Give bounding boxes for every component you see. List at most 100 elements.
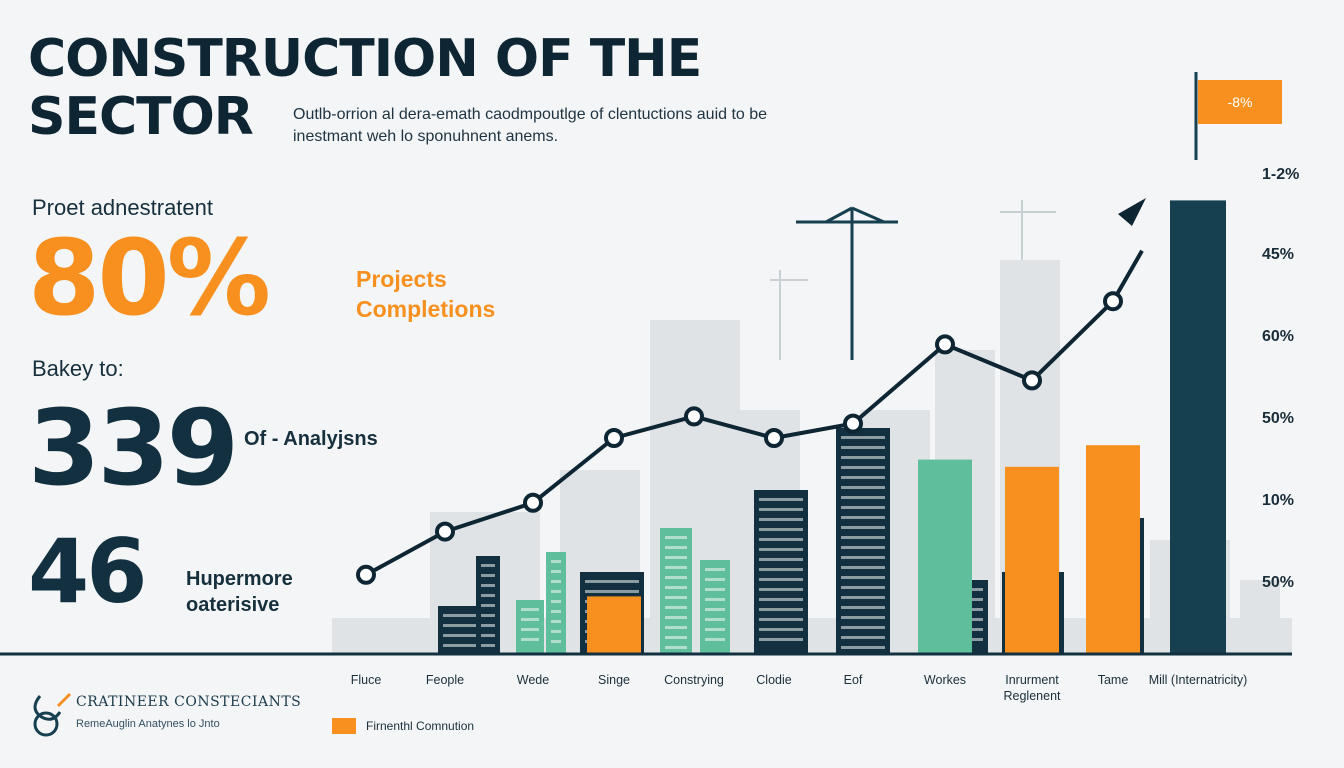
building-window xyxy=(665,626,687,629)
building-window xyxy=(481,584,495,587)
trend-arrow-icon xyxy=(1118,198,1146,226)
building-window xyxy=(481,594,495,597)
building-window xyxy=(841,546,885,549)
building-window xyxy=(841,446,885,449)
building-window xyxy=(841,586,885,589)
building-window xyxy=(521,618,539,621)
building-window xyxy=(551,600,561,603)
flag-rect xyxy=(1198,80,1282,124)
stat-side-1: Projects Completions xyxy=(356,266,496,322)
building-window xyxy=(585,590,639,593)
line-point xyxy=(604,428,624,448)
building-window xyxy=(481,604,495,607)
building-window xyxy=(705,618,725,621)
stat-value-2: 339 xyxy=(28,387,239,509)
bar-singe xyxy=(587,596,641,654)
building-window xyxy=(841,476,885,479)
stat-label-1: Proet adnestratent xyxy=(32,195,214,220)
background-cranes xyxy=(770,200,1056,360)
line-point xyxy=(684,406,704,427)
y-tick-label: 1-2% xyxy=(1262,166,1300,183)
line-point xyxy=(523,492,543,513)
building-window xyxy=(759,498,803,501)
building-window xyxy=(841,626,885,629)
x-category-label: Constrying xyxy=(664,673,724,687)
building-window xyxy=(759,518,803,521)
building-window xyxy=(665,646,687,649)
building-window xyxy=(665,596,687,599)
building-window xyxy=(841,636,885,639)
x-category-label: Fluce xyxy=(350,673,382,687)
building-window xyxy=(705,628,725,631)
building-window xyxy=(841,606,885,609)
page-title: CONSTRUCTION OF THE SECTOR xyxy=(28,30,702,146)
building-9 xyxy=(836,428,890,654)
bar-inrurment-reglenent xyxy=(1005,466,1059,654)
x-category-label: Workes xyxy=(923,673,967,687)
legend-label: Firnenthl Comnution xyxy=(366,719,475,733)
building-window xyxy=(759,608,803,611)
building-window xyxy=(841,466,885,469)
building-window xyxy=(551,560,561,563)
building-window xyxy=(759,598,803,601)
stat-value-1: 80% xyxy=(28,217,271,339)
x-category-label: Wede xyxy=(516,673,550,687)
building-window xyxy=(665,536,687,539)
building-window xyxy=(481,624,495,627)
building-window xyxy=(759,538,803,541)
building-window xyxy=(443,614,479,617)
bar-tame xyxy=(1086,445,1140,654)
building-window xyxy=(841,616,885,619)
building-window xyxy=(841,646,885,649)
legend-swatch xyxy=(332,718,356,734)
x-category-label: Inrurment Reglenent xyxy=(1003,673,1061,703)
stat-value-3: 46 xyxy=(28,520,147,623)
building-window xyxy=(481,574,495,577)
building-window xyxy=(481,614,495,617)
building-window xyxy=(705,608,725,611)
building-window xyxy=(665,606,687,609)
brand-tagline: RemeAuglin Anatynes lo Jnto xyxy=(76,718,220,730)
stat-side-2: Of - Analyjsns xyxy=(244,428,378,450)
building-window xyxy=(551,610,561,613)
building-window xyxy=(585,580,639,583)
y-tick-label: 10% xyxy=(1262,492,1295,509)
flag-label: -8% xyxy=(1227,94,1253,110)
building-window xyxy=(759,528,803,531)
building-window xyxy=(481,644,495,647)
bar-mill-internatricity- xyxy=(1170,200,1226,654)
building-window xyxy=(481,634,495,637)
line-point xyxy=(1103,291,1123,312)
building-window xyxy=(665,556,687,559)
bars-layer xyxy=(438,200,1226,654)
building-window xyxy=(841,536,885,539)
line-point xyxy=(935,334,955,355)
building-window xyxy=(521,628,539,631)
building-window xyxy=(665,566,687,569)
building-window xyxy=(759,508,803,511)
building-window xyxy=(841,506,885,509)
brand-name: CRATINEER CONSTECIANTS xyxy=(76,694,302,710)
building-window xyxy=(705,638,725,641)
building-window xyxy=(551,570,561,573)
x-category-label: Singe xyxy=(598,673,630,687)
y-tick-label: 60% xyxy=(1262,328,1295,345)
building-window xyxy=(551,630,561,633)
x-category-label: Eof xyxy=(843,673,863,687)
building-window xyxy=(665,546,687,549)
building-window xyxy=(841,516,885,519)
line-layer xyxy=(356,198,1146,585)
building-window xyxy=(443,644,479,647)
x-category-label: Tame xyxy=(1097,673,1129,687)
brand-logo-icon xyxy=(33,692,72,737)
stat-label-2: Bakey to: xyxy=(32,356,124,381)
building-window xyxy=(551,590,561,593)
y-tick-label: 50% xyxy=(1262,410,1295,427)
x-category-label: Mill (Internatricity) xyxy=(1148,673,1248,687)
x-category-label: Feople xyxy=(425,673,465,687)
building-window xyxy=(665,616,687,619)
building-window xyxy=(705,568,725,571)
building-window xyxy=(521,638,539,641)
building-8 xyxy=(754,490,808,654)
